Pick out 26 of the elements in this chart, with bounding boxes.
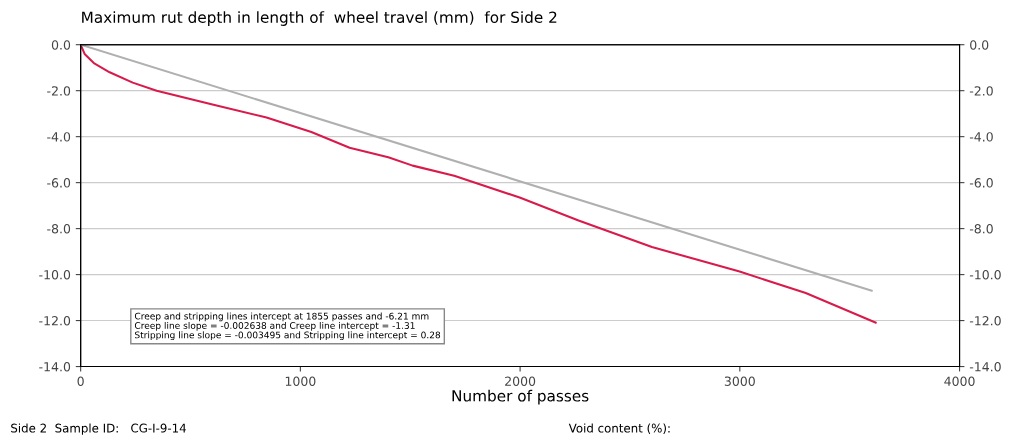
x-tick-label: 4000 (944, 376, 975, 386)
annotation: Creep and stripping lines intercept at 1855 passes and -6.21 mm Creep line slope = -0.002638 and Creep line intercept = -1.31 Stripping line slope = -0.003495 and Stripping line intercept = 0.28 (134, 312, 441, 341)
y-tick-label: -6.0 (47, 178, 71, 188)
text: Void content (%): (568, 423, 670, 434)
y2-tick-label: -2.0 (969, 86, 993, 96)
y-tick-label: 0.0 (51, 40, 71, 50)
y-tick-label: -2.0 (47, 86, 71, 96)
text: Side 2 Sample ID: CG-I-9-14 (11, 423, 186, 435)
x-tick-label: 0 (77, 376, 84, 386)
y-tick-label: -14.0 (39, 362, 71, 372)
y2-tick-label: -4.0 (969, 132, 993, 142)
x-axis-title: Number of passes (452, 389, 589, 405)
y-tick-label: -8.0 (47, 224, 71, 234)
y-tick-label: -10.0 (39, 270, 71, 280)
y2-tick-label: 0.0 (970, 40, 989, 50)
x-tick-label: 1000 (285, 376, 316, 386)
chart-title: Maximum rut depth in length of wheel travel (mm) for Side 2 (82, 11, 557, 26)
y2-tick-label: -14.0 (969, 362, 1001, 372)
y-tick-label: -12.0 (39, 316, 71, 326)
y2-tick-label: -8.0 (969, 224, 993, 234)
y-tick-label: -4.0 (47, 132, 71, 142)
x-tick-label: 3000 (724, 376, 755, 386)
y2-tick-label: -12.0 (969, 316, 1001, 326)
y2-tick-label: -6.0 (969, 178, 993, 188)
x-tick-label: 2000 (505, 376, 536, 386)
y2-tick-label: -10.0 (969, 270, 1001, 280)
